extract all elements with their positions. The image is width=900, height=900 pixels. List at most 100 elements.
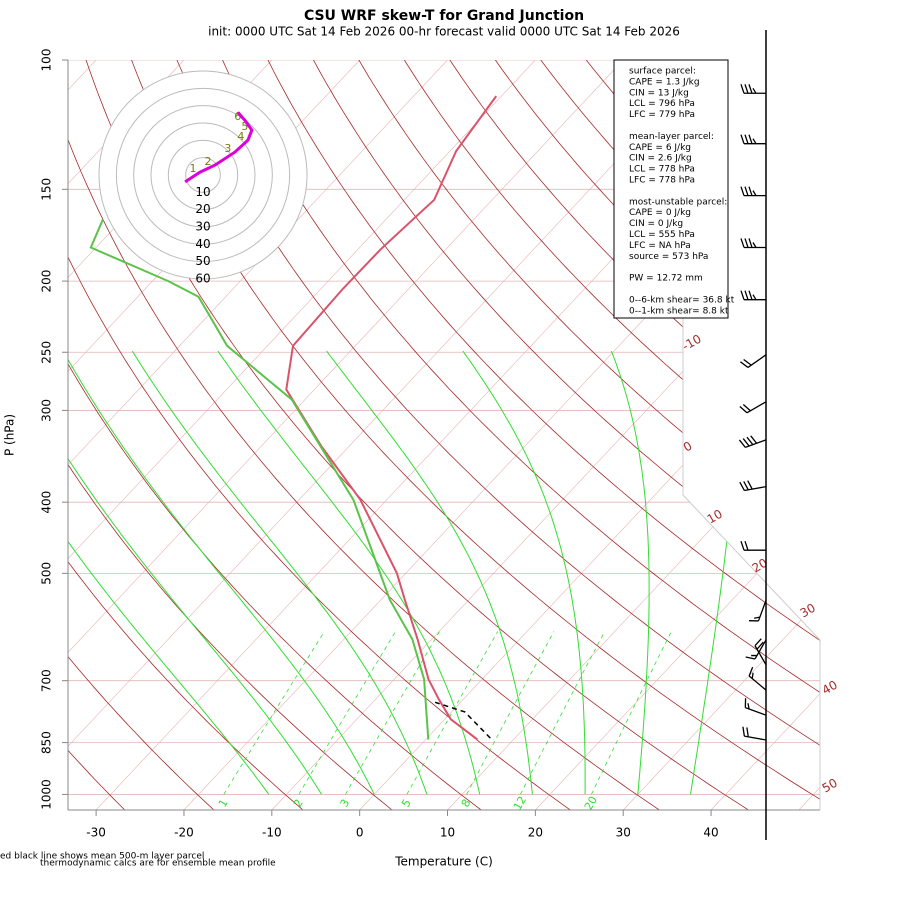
dry-adiabat	[68, 60, 571, 810]
moist-adiabat	[68, 350, 375, 795]
note: thermodynamic calcs are for ensemble mea…	[40, 859, 276, 869]
info-text: LCL = 796 hPa	[629, 99, 695, 109]
y-tick-label: 250	[40, 341, 54, 364]
moist-adiabat	[68, 350, 322, 795]
wind-barb	[739, 354, 767, 368]
hodograph-background	[99, 71, 307, 279]
dry-adiabat	[68, 60, 304, 810]
chart-subtitle: init: 0000 UTC Sat 14 Feb 2026 00-hr for…	[208, 25, 680, 39]
mixing-ratio-line	[298, 631, 396, 795]
wind-barb	[745, 639, 767, 660]
hodograph-ring	[115, 87, 291, 263]
info-text: 0--1-km shear= 8.8 kt	[629, 306, 729, 316]
dry-adiabat	[311, 60, 820, 810]
hodograph-label: 2	[204, 155, 211, 168]
note: ed black line shows mean 500-m layer par…	[0, 852, 204, 862]
wind-barb	[740, 238, 766, 249]
mixing-ratio-label: 12	[511, 794, 529, 813]
hodograph-ring-label: 50	[195, 254, 210, 268]
x-tick-label: -10	[262, 826, 282, 840]
dry-adiabat	[266, 60, 820, 810]
mixing-ratio-line	[591, 631, 672, 795]
info-text: LCL = 778 hPa	[629, 165, 695, 175]
info-text: 0--6-km shear= 36.8 kt	[629, 295, 735, 305]
curve-label: 10	[705, 507, 725, 527]
info-text: CAPE = 6 J/kg	[629, 143, 691, 153]
hodograph-label: 1	[190, 162, 197, 175]
moist-adiabat	[326, 350, 533, 795]
moist-adiabat	[131, 350, 428, 795]
info-text: CIN = 13 J/kg	[629, 88, 689, 98]
info-text: CAPE = 1.3 J/kg	[629, 77, 700, 87]
wind-barb	[744, 698, 767, 716]
curve-label: 20	[750, 556, 770, 576]
info-text: LCL = 555 hPa	[629, 230, 695, 240]
hodograph-ring-label: 40	[195, 237, 210, 251]
hodograph-label: 6	[234, 110, 241, 123]
y-tick-label: 700	[40, 669, 54, 692]
y-tick-label: 500	[40, 562, 54, 585]
y-tick-label: 100	[40, 49, 54, 72]
wind-barb	[739, 480, 767, 492]
wind-barb	[748, 666, 767, 691]
isotherm	[68, 60, 448, 810]
hodograph-label: 5	[241, 120, 248, 133]
x-tick-label: -20	[174, 826, 194, 840]
x-tick-label: 0	[356, 826, 364, 840]
y-tick-label: 200	[40, 270, 54, 293]
info-text: LFC = NA hPa	[629, 241, 691, 251]
hodograph-ring	[98, 70, 308, 280]
info-text: PW = 12.72 mm	[629, 274, 703, 284]
profile-line	[285, 95, 498, 741]
wind-barb	[742, 726, 767, 741]
info-text: surface parcel:	[629, 67, 696, 77]
y-tick-label: 850	[40, 731, 54, 754]
wind-barb	[740, 84, 766, 94]
info-text: CAPE = 0 J/kg	[629, 208, 691, 218]
mixing-ratio-line	[466, 631, 555, 795]
mixing-ratio-line	[345, 631, 440, 795]
dry-adiabat	[493, 60, 820, 810]
curve-label: 50	[820, 776, 840, 796]
hodograph-ring	[150, 122, 256, 228]
dry-adiabat	[68, 60, 660, 810]
mixing-ratio-line	[520, 631, 605, 795]
hodograph-ring	[167, 139, 239, 211]
hodograph-ring	[133, 105, 273, 245]
dry-adiabat	[68, 60, 393, 810]
hodograph-label: 4	[237, 130, 244, 143]
moist-adiabat	[610, 350, 650, 795]
y-tick-label: 400	[40, 491, 54, 514]
x-axis-label: Temperature (C)	[394, 855, 493, 869]
wind-barb	[740, 134, 766, 145]
isotherm	[535, 60, 820, 810]
x-tick-label: 40	[703, 826, 718, 840]
hodograph-ring-label: 30	[195, 220, 210, 234]
wind-barb	[740, 186, 766, 197]
hodograph-ring	[185, 157, 221, 193]
isotherm	[68, 60, 536, 810]
profile-line	[89, 219, 430, 740]
y-tick-label: 1000	[40, 779, 54, 810]
info-text: LFC = 779 hPa	[629, 110, 695, 120]
isotherm	[271, 60, 820, 810]
moist-adiabat	[68, 350, 270, 795]
wind-barb	[748, 600, 767, 622]
curve-label: 30	[798, 601, 818, 621]
wind-barb	[740, 540, 766, 551]
curve-label: 40	[820, 678, 840, 698]
info-text: LFC = 778 hPa	[629, 176, 695, 186]
hodograph-trace	[184, 111, 254, 184]
isotherm	[622, 60, 820, 810]
chart-title: CSU WRF skew-T for Grand Junction	[304, 8, 584, 24]
info-text: source = 573 hPa	[629, 252, 708, 262]
x-tick-label: 20	[528, 826, 543, 840]
moist-adiabat	[462, 350, 586, 795]
y-tick-label: 300	[40, 399, 54, 422]
hodograph-ring-label: 60	[195, 272, 210, 286]
info-text: most-unstable parcel:	[629, 197, 727, 207]
info-text: CIN = 2.6 J/kg	[629, 154, 692, 164]
x-tick-label: -30	[86, 826, 106, 840]
